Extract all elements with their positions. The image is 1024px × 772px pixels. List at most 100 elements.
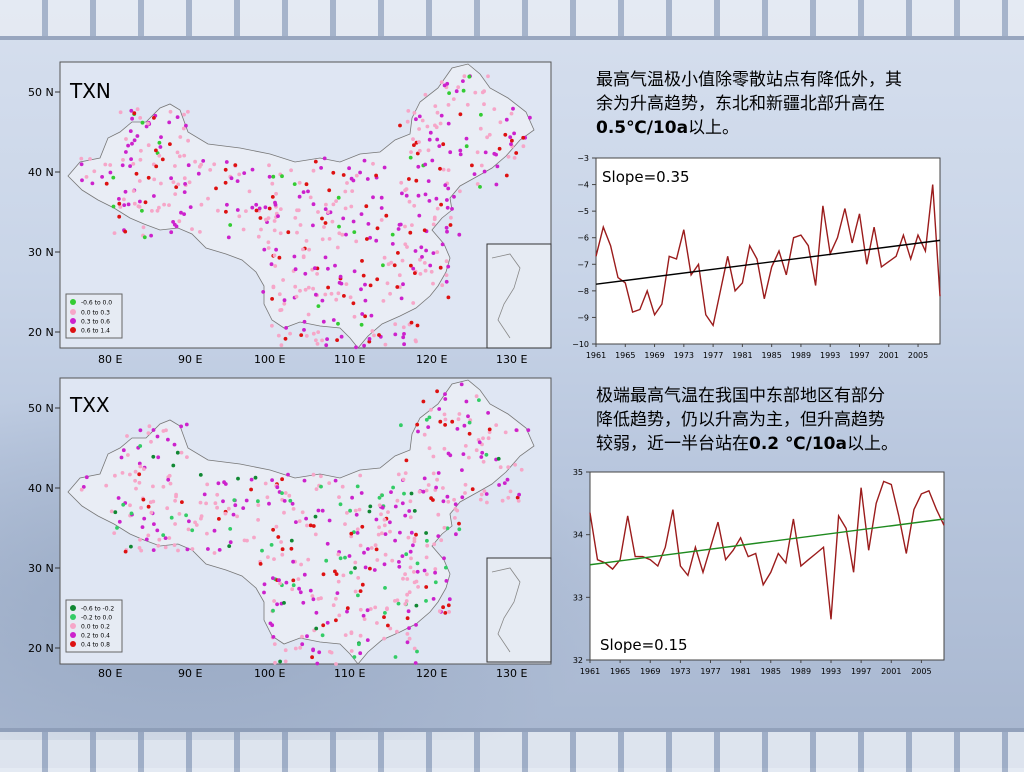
station-dot <box>227 544 231 548</box>
x-tick-label: 1965 <box>615 351 635 360</box>
station-dot <box>113 231 117 235</box>
station-dot <box>121 158 125 162</box>
station-dot <box>445 226 449 230</box>
station-dot <box>305 334 309 338</box>
station-dot <box>514 151 518 155</box>
station-dot <box>251 168 255 172</box>
station-dot <box>267 163 271 167</box>
txn-map-svg: 50 N 40 N 30 N 20 N 80 E 90 E 100 E 110 … <box>20 58 560 368</box>
station-dot <box>147 431 151 435</box>
station-dot <box>280 343 284 347</box>
station-dot <box>384 553 388 557</box>
station-dot <box>456 85 460 89</box>
x-tick-label: 1997 <box>849 351 869 360</box>
lon-tick-120: 120 E <box>416 353 447 366</box>
station-dot <box>270 478 274 482</box>
station-dot <box>433 567 437 571</box>
station-dot <box>224 512 228 516</box>
station-dot <box>124 137 128 141</box>
lat-tick-50: 50 N <box>28 402 54 415</box>
lon-tick-110: 110 E <box>334 353 365 366</box>
station-dot <box>272 599 276 603</box>
station-dot <box>457 417 461 421</box>
station-dot <box>429 496 433 500</box>
station-dot <box>447 122 451 126</box>
south-china-sea-inset <box>487 558 551 662</box>
station-dot <box>316 210 320 214</box>
station-dot <box>177 219 181 223</box>
station-dot <box>314 160 318 164</box>
station-dot <box>466 103 470 107</box>
station-dot <box>228 527 232 531</box>
station-dot <box>173 499 177 503</box>
station-dot <box>172 180 176 184</box>
station-dot <box>494 423 498 427</box>
lat-tick-30: 30 N <box>28 246 54 259</box>
x-tick-label: 1985 <box>761 351 781 360</box>
station-dot <box>478 185 482 189</box>
station-dot <box>152 548 156 552</box>
station-dot <box>259 562 263 566</box>
station-dot <box>428 416 432 420</box>
station-dot <box>407 626 411 630</box>
station-dot <box>414 117 418 121</box>
station-dot <box>121 503 125 507</box>
station-dot <box>364 299 368 303</box>
lat-tick-50: 50 N <box>28 86 54 99</box>
station-dot <box>205 532 209 536</box>
station-dot <box>337 580 341 584</box>
station-dot <box>432 542 436 546</box>
station-dot <box>255 209 259 213</box>
station-dot <box>180 500 184 504</box>
station-dot <box>397 227 401 231</box>
station-dot <box>508 135 512 139</box>
station-dot <box>173 164 177 168</box>
station-dot <box>284 660 288 664</box>
station-dot <box>348 509 352 513</box>
station-dot <box>321 509 325 513</box>
station-dot <box>336 322 340 326</box>
station-dot <box>152 428 156 432</box>
station-dot <box>159 135 163 139</box>
station-dot <box>303 573 307 577</box>
station-dot <box>517 499 521 503</box>
station-dot <box>442 168 446 172</box>
station-dot <box>190 227 194 231</box>
station-dot <box>134 470 138 474</box>
station-dot <box>307 313 311 317</box>
station-dot <box>443 447 447 451</box>
station-dot <box>162 485 166 489</box>
station-dot <box>151 485 155 489</box>
station-dot <box>368 567 372 571</box>
station-dot <box>509 490 513 494</box>
station-dot <box>280 174 284 178</box>
station-dot <box>315 611 319 615</box>
station-dot <box>245 499 249 503</box>
station-dot <box>331 220 335 224</box>
station-dot <box>339 275 343 279</box>
x-tick-label: 1961 <box>586 351 606 360</box>
station-dot <box>350 630 354 634</box>
station-dot <box>129 109 133 113</box>
y-tick-label: −8 <box>577 287 589 296</box>
station-dot <box>305 634 309 638</box>
station-dot <box>337 225 341 229</box>
station-dot <box>443 526 447 530</box>
map-panel-txx: 50 N 40 N 30 N 20 N 80 E 90 E 100 E 110 … <box>20 374 560 684</box>
station-dot <box>132 189 136 193</box>
station-dot <box>117 197 121 201</box>
station-dot <box>386 281 390 285</box>
station-dot <box>350 177 354 181</box>
station-dot <box>183 182 187 186</box>
station-dot <box>413 271 417 275</box>
station-dot <box>481 91 485 95</box>
station-dot <box>273 254 277 258</box>
station-dot <box>230 176 234 180</box>
station-dot <box>129 545 133 549</box>
station-dot <box>398 124 402 128</box>
station-dot <box>322 572 326 576</box>
station-dot <box>334 662 338 666</box>
station-dot <box>151 455 155 459</box>
station-dot <box>461 79 465 83</box>
station-dot <box>405 577 409 581</box>
